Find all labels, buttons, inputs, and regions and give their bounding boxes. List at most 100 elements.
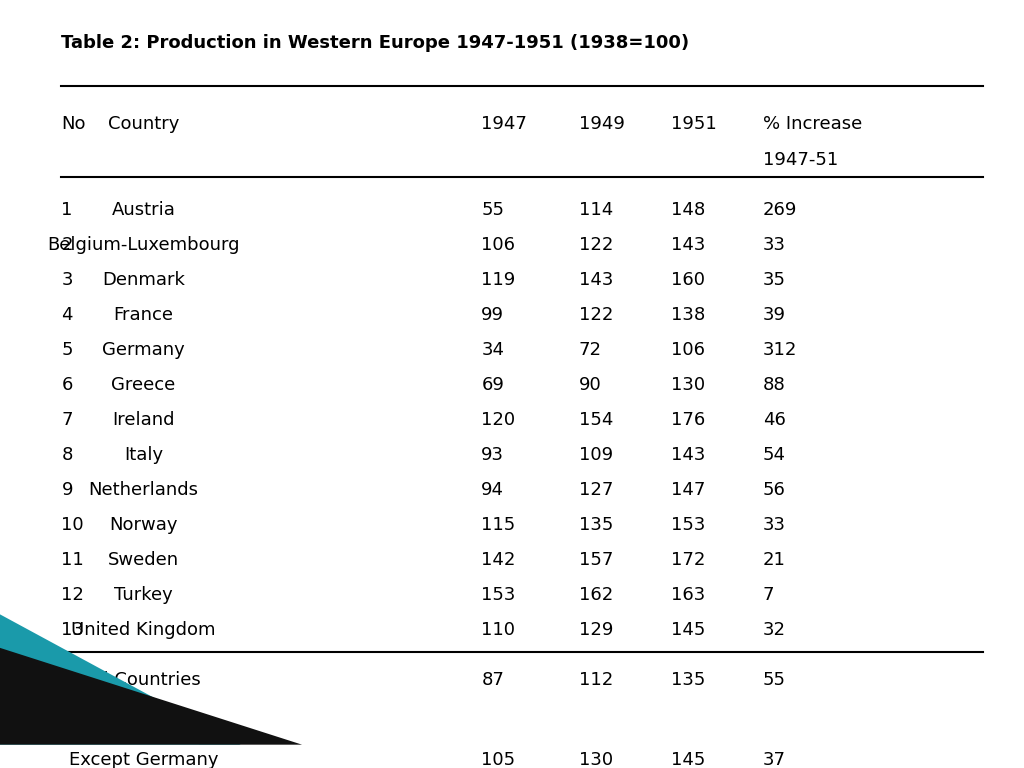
- Text: 143: 143: [579, 271, 613, 289]
- Text: Sweden: Sweden: [108, 551, 179, 569]
- Text: 130: 130: [671, 376, 705, 394]
- Text: 55: 55: [763, 671, 785, 689]
- Text: 172: 172: [671, 551, 706, 569]
- Text: 54: 54: [763, 446, 785, 464]
- Text: Denmark: Denmark: [102, 271, 184, 289]
- Text: 33: 33: [763, 236, 785, 254]
- Text: 122: 122: [579, 306, 613, 324]
- Text: 127: 127: [579, 481, 613, 499]
- Text: 163: 163: [671, 586, 705, 604]
- Text: 160: 160: [671, 271, 705, 289]
- Text: 1947-51: 1947-51: [763, 151, 838, 169]
- Text: 6: 6: [61, 376, 73, 394]
- Polygon shape: [0, 667, 200, 745]
- Text: 105: 105: [481, 751, 515, 768]
- Text: 269: 269: [763, 201, 798, 219]
- Text: 9: 9: [61, 481, 73, 499]
- Text: Table 2: Production in Western Europe 1947-1951 (1938=100): Table 2: Production in Western Europe 19…: [61, 34, 689, 51]
- Text: % Increase: % Increase: [763, 115, 862, 134]
- Text: 153: 153: [481, 586, 516, 604]
- Text: 37: 37: [763, 751, 785, 768]
- Text: All Countries: All Countries: [86, 716, 201, 733]
- Text: 39: 39: [763, 306, 785, 324]
- Text: Greece: Greece: [112, 376, 175, 394]
- Text: 7: 7: [61, 411, 73, 429]
- Text: United Kingdom: United Kingdom: [71, 621, 216, 639]
- Text: 176: 176: [671, 411, 705, 429]
- Text: 87: 87: [481, 671, 504, 689]
- Text: 1951: 1951: [671, 115, 717, 134]
- Text: 34: 34: [481, 341, 504, 359]
- Text: 119: 119: [481, 271, 515, 289]
- Text: 2: 2: [61, 236, 73, 254]
- Text: Country: Country: [108, 115, 179, 134]
- Text: 142: 142: [481, 551, 516, 569]
- Text: 88: 88: [763, 376, 785, 394]
- Text: Norway: Norway: [110, 516, 177, 534]
- Text: 130: 130: [579, 751, 612, 768]
- Text: 1: 1: [61, 201, 73, 219]
- Text: 138: 138: [671, 306, 705, 324]
- Text: No: No: [61, 115, 86, 134]
- Text: 114: 114: [579, 201, 612, 219]
- Text: 122: 122: [579, 236, 613, 254]
- Text: 4: 4: [61, 306, 73, 324]
- Text: 33: 33: [763, 516, 785, 534]
- Text: 12: 12: [61, 586, 84, 604]
- Text: 312: 312: [763, 341, 798, 359]
- Text: 162: 162: [579, 586, 612, 604]
- Text: 106: 106: [671, 341, 705, 359]
- Text: Austria: Austria: [112, 201, 175, 219]
- Text: 157: 157: [579, 551, 613, 569]
- Text: 72: 72: [579, 341, 601, 359]
- Text: 145: 145: [671, 621, 706, 639]
- Text: 55: 55: [481, 201, 504, 219]
- Text: Belgium-Luxembourg: Belgium-Luxembourg: [47, 236, 240, 254]
- Text: 35: 35: [763, 271, 785, 289]
- Text: 145: 145: [671, 751, 706, 768]
- Polygon shape: [0, 648, 302, 745]
- Text: 135: 135: [579, 516, 613, 534]
- Text: 154: 154: [579, 411, 613, 429]
- Text: 110: 110: [481, 621, 515, 639]
- Text: 109: 109: [579, 446, 612, 464]
- Polygon shape: [0, 614, 241, 745]
- Text: Ireland: Ireland: [112, 411, 175, 429]
- Text: 21: 21: [763, 551, 785, 569]
- Text: 99: 99: [481, 306, 504, 324]
- Text: 143: 143: [671, 446, 706, 464]
- Text: All Countries: All Countries: [86, 671, 201, 689]
- Text: 1947: 1947: [481, 115, 527, 134]
- Text: 1949: 1949: [579, 115, 625, 134]
- Text: 148: 148: [671, 201, 705, 219]
- Text: 90: 90: [579, 376, 601, 394]
- Text: 143: 143: [671, 236, 706, 254]
- Text: Except Germany: Except Germany: [69, 751, 218, 768]
- Text: 153: 153: [671, 516, 706, 534]
- Text: 106: 106: [481, 236, 515, 254]
- Text: 10: 10: [61, 516, 84, 534]
- Text: 5: 5: [61, 341, 73, 359]
- Text: Italy: Italy: [124, 446, 163, 464]
- Text: Netherlands: Netherlands: [88, 481, 199, 499]
- Text: 147: 147: [671, 481, 706, 499]
- Text: 112: 112: [579, 671, 612, 689]
- Text: Turkey: Turkey: [114, 586, 173, 604]
- Text: 56: 56: [763, 481, 785, 499]
- Text: 115: 115: [481, 516, 515, 534]
- Text: 120: 120: [481, 411, 515, 429]
- Text: Germany: Germany: [102, 341, 184, 359]
- Text: 32: 32: [763, 621, 785, 639]
- Text: 46: 46: [763, 411, 785, 429]
- Text: 129: 129: [579, 621, 613, 639]
- Text: France: France: [114, 306, 173, 324]
- Text: 13: 13: [61, 621, 84, 639]
- Text: 135: 135: [671, 671, 706, 689]
- Text: 11: 11: [61, 551, 84, 569]
- Text: 8: 8: [61, 446, 73, 464]
- Text: 93: 93: [481, 446, 504, 464]
- Text: 69: 69: [481, 376, 504, 394]
- Text: 94: 94: [481, 481, 504, 499]
- Text: 7: 7: [763, 586, 774, 604]
- Text: 3: 3: [61, 271, 73, 289]
